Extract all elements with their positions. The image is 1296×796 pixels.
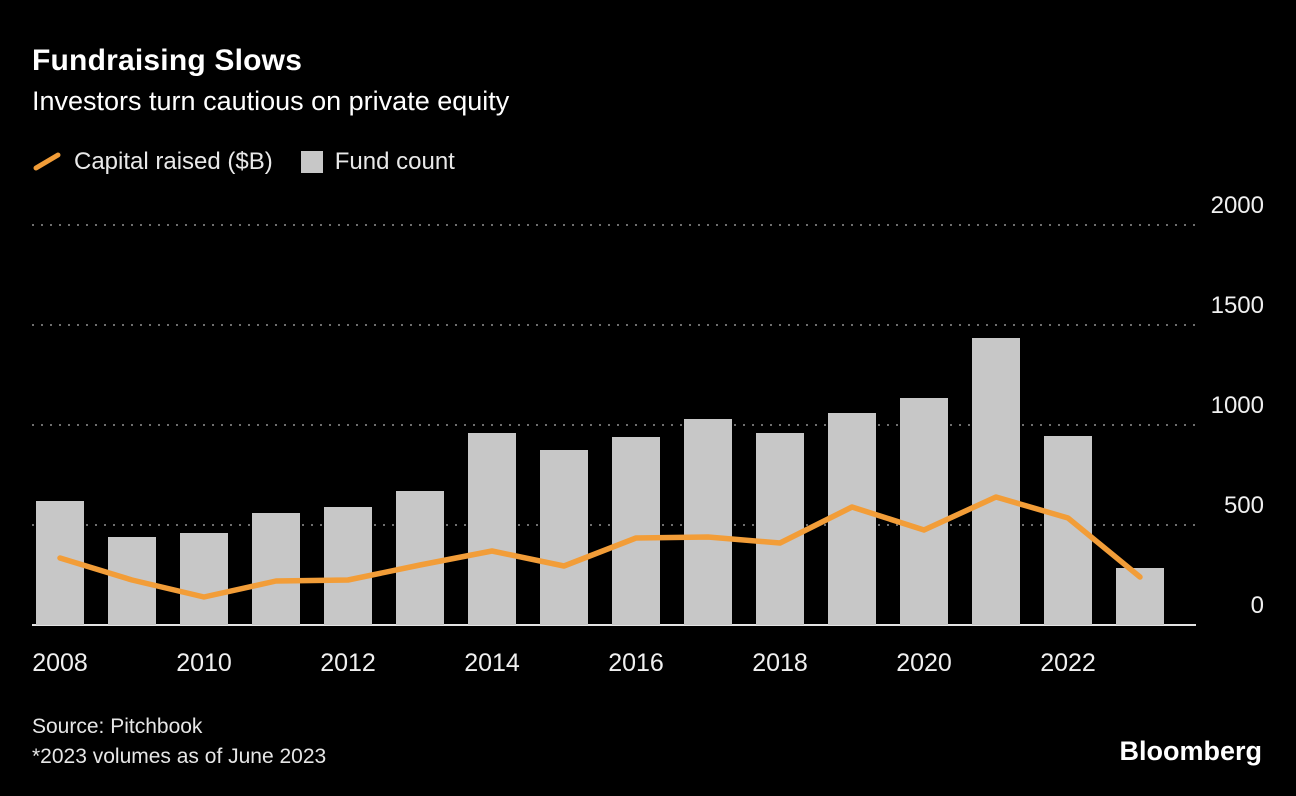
x-tick-label-2012: 2012 <box>320 649 376 677</box>
square-swatch-icon <box>300 151 323 173</box>
bloomberg-logo: Bloomberg <box>1119 736 1262 766</box>
x-tick-label-2014: 2014 <box>464 649 520 677</box>
legend-item-capital-raised: Capital raised ($B) <box>32 148 273 176</box>
chart-subtitle: Investors turn cautious on private equit… <box>32 86 510 116</box>
y-tick-label-2000: 2000 <box>1211 192 1264 219</box>
y-tick-label-1500: 1500 <box>1211 292 1264 319</box>
bar-2016 <box>612 437 660 625</box>
footnote-text: *2023 volumes as of June 2023 <box>32 745 327 768</box>
bar-2013 <box>396 491 444 625</box>
chart-title: Fundraising Slows <box>32 44 303 77</box>
legend-label-fund-count: Fund count <box>334 148 455 175</box>
bar-2020 <box>900 398 948 625</box>
y-tick-label-0: 0 <box>1251 592 1264 619</box>
chart-plot: 0 500 1000 1500 2000 2008 2010 2012 2014 2016 2018… <box>32 192 1264 677</box>
y-tick-label-500: 500 <box>1224 492 1264 519</box>
y-tick-label-1000: 1000 <box>1211 392 1264 419</box>
bar-2021 <box>972 338 1020 625</box>
source-text: Source: Pitchbook <box>32 715 203 738</box>
x-tick-label-2018: 2018 <box>752 649 808 677</box>
x-tick-label-2010: 2010 <box>176 649 232 677</box>
bar-2019 <box>828 413 876 625</box>
bar-2011 <box>252 513 300 625</box>
capital-raised-line <box>57 494 1143 600</box>
x-tick-label-2020: 2020 <box>896 649 952 677</box>
x-tick-label-2008: 2008 <box>32 649 88 677</box>
bar-2017 <box>684 419 732 625</box>
bar-2012 <box>324 507 372 625</box>
bar-2014 <box>468 433 516 625</box>
bar-2018 <box>756 433 804 625</box>
legend-item-fund-count: Fund count <box>300 148 455 176</box>
bar-2015 <box>540 450 588 625</box>
line-swatch-icon <box>33 152 61 171</box>
legend-label-capital-raised: Capital raised ($B) <box>74 148 273 175</box>
bar-2010 <box>180 533 228 625</box>
chart-legend: Capital raised ($B) Fund count <box>32 148 455 176</box>
footer-notes: Source: Pitchbook *2023 volumes as of Ju… <box>32 712 326 772</box>
x-tick-label-2016: 2016 <box>608 649 664 677</box>
x-tick-label-2022: 2022 <box>1040 649 1096 677</box>
